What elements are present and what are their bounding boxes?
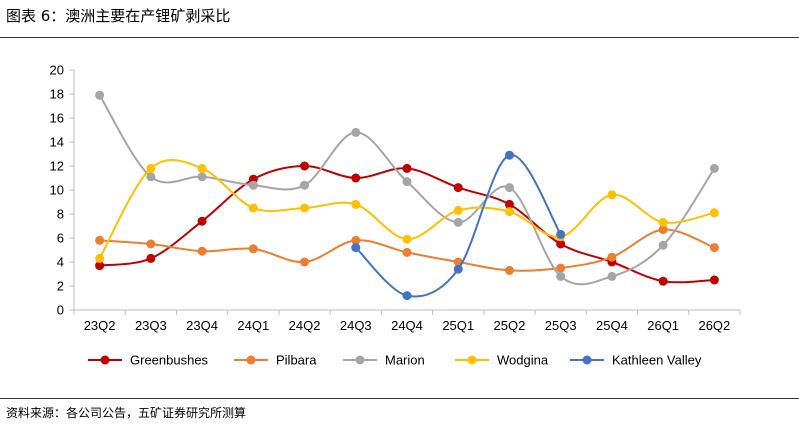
data-point-greenbushes xyxy=(146,253,156,263)
data-point-marion xyxy=(146,172,156,182)
data-point-greenbushes xyxy=(658,276,668,286)
legend-label-greenbushes: Greenbushes xyxy=(130,353,209,368)
data-point-pilbara xyxy=(709,243,719,253)
x-tick-label: 24Q4 xyxy=(391,318,423,333)
legend-marker-pilbara xyxy=(246,355,256,365)
data-point-wodgina xyxy=(95,253,105,263)
data-point-wodgina xyxy=(351,199,361,209)
figure-title: 图表 6：澳洲主要在产锂矿剥采比 xyxy=(6,7,231,25)
data-point-pilbara xyxy=(248,244,258,254)
y-tick-label: 6 xyxy=(57,231,64,246)
data-point-greenbushes xyxy=(300,161,310,171)
y-tick-label: 0 xyxy=(57,303,64,318)
data-point-wodgina xyxy=(658,217,668,227)
legend-label-kathleen-valley: Kathleen Valley xyxy=(612,353,702,368)
legend-marker-wodgina xyxy=(467,355,477,365)
data-point-marion xyxy=(248,180,258,190)
data-point-greenbushes xyxy=(556,239,566,249)
data-point-marion xyxy=(402,177,412,187)
figure-source: 资料来源：各公司公告，五矿证券研究所测算 xyxy=(6,406,247,420)
legend-label-pilbara: Pilbara xyxy=(276,353,317,368)
data-point-pilbara xyxy=(402,247,412,257)
data-point-marion xyxy=(95,90,105,100)
data-point-greenbushes xyxy=(351,173,361,183)
data-point-greenbushes xyxy=(709,275,719,285)
data-point-greenbushes xyxy=(197,216,207,226)
legend-marker-greenbushes xyxy=(100,355,110,365)
data-point-pilbara xyxy=(146,239,156,249)
x-tick-label: 23Q4 xyxy=(186,318,218,333)
x-tick-label: 25Q4 xyxy=(596,318,628,333)
data-point-pilbara xyxy=(197,246,207,256)
data-point-marion xyxy=(197,172,207,182)
y-tick-label: 14 xyxy=(50,135,64,150)
data-point-greenbushes xyxy=(402,163,412,173)
y-tick-label: 4 xyxy=(57,255,64,270)
legend-marker-kathleen-valley xyxy=(582,355,592,365)
data-point-wodgina xyxy=(146,163,156,173)
data-point-greenbushes xyxy=(504,199,514,209)
y-tick-label: 20 xyxy=(50,63,64,78)
data-point-greenbushes xyxy=(95,261,105,271)
x-tick-label: 25Q2 xyxy=(494,318,526,333)
legend-label-marion: Marion xyxy=(385,353,425,368)
data-point-pilbara xyxy=(300,257,310,267)
data-point-wodgina xyxy=(248,203,258,213)
data-point-marion xyxy=(607,271,617,281)
data-point-kathleen-valley xyxy=(453,264,463,274)
data-point-wodgina xyxy=(300,203,310,213)
y-tick-label: 10 xyxy=(50,183,64,198)
data-point-kathleen-valley xyxy=(351,243,361,253)
data-point-kathleen-valley xyxy=(556,229,566,239)
x-tick-label: 25Q1 xyxy=(442,318,474,333)
data-point-marion xyxy=(658,240,668,250)
line-chart: 0 2 4 6 8 10 12 14 16 18 20 23Q2 23Q3 23Q4 24Q1 24Q2 24Q… xyxy=(50,63,741,368)
y-tick-label: 2 xyxy=(57,279,64,294)
data-point-marion xyxy=(709,163,719,173)
data-point-pilbara xyxy=(95,235,105,245)
data-point-marion xyxy=(351,127,361,137)
x-tick-label: 23Q3 xyxy=(135,318,167,333)
data-point-wodgina xyxy=(607,190,617,200)
y-tick-label: 16 xyxy=(50,111,64,126)
data-point-pilbara xyxy=(556,263,566,273)
x-tick-label: 25Q3 xyxy=(545,318,577,333)
data-point-wodgina xyxy=(197,163,207,173)
data-point-kathleen-valley xyxy=(402,291,412,301)
data-point-pilbara xyxy=(504,265,514,275)
x-tick-label: 24Q1 xyxy=(237,318,269,333)
x-tick-label: 23Q2 xyxy=(84,318,116,333)
top-rule xyxy=(0,37,799,38)
data-point-wodgina xyxy=(453,205,463,215)
y-tick-label: 18 xyxy=(50,87,64,102)
legend-label-wodgina: Wodgina xyxy=(497,353,549,368)
data-point-marion xyxy=(504,183,514,193)
data-point-wodgina xyxy=(709,208,719,218)
data-point-marion xyxy=(453,217,463,227)
data-point-pilbara xyxy=(607,252,617,262)
data-point-pilbara xyxy=(351,235,361,245)
data-point-pilbara xyxy=(658,225,668,235)
data-point-marion xyxy=(300,180,310,190)
legend-marker-marion xyxy=(355,355,365,365)
data-point-greenbushes xyxy=(453,183,463,193)
x-tick-label: 26Q2 xyxy=(698,318,730,333)
x-tick-label: 24Q3 xyxy=(340,318,372,333)
data-point-kathleen-valley xyxy=(504,150,514,160)
bottom-rule xyxy=(0,398,799,399)
data-point-wodgina xyxy=(402,234,412,244)
data-point-marion xyxy=(556,271,566,281)
series-line-kathleen-valley xyxy=(355,154,562,298)
x-tick-label: 24Q2 xyxy=(289,318,321,333)
data-point-wodgina xyxy=(504,207,514,217)
x-tick-label: 26Q1 xyxy=(647,318,679,333)
y-tick-label: 12 xyxy=(50,159,64,174)
y-tick-label: 8 xyxy=(57,207,64,222)
